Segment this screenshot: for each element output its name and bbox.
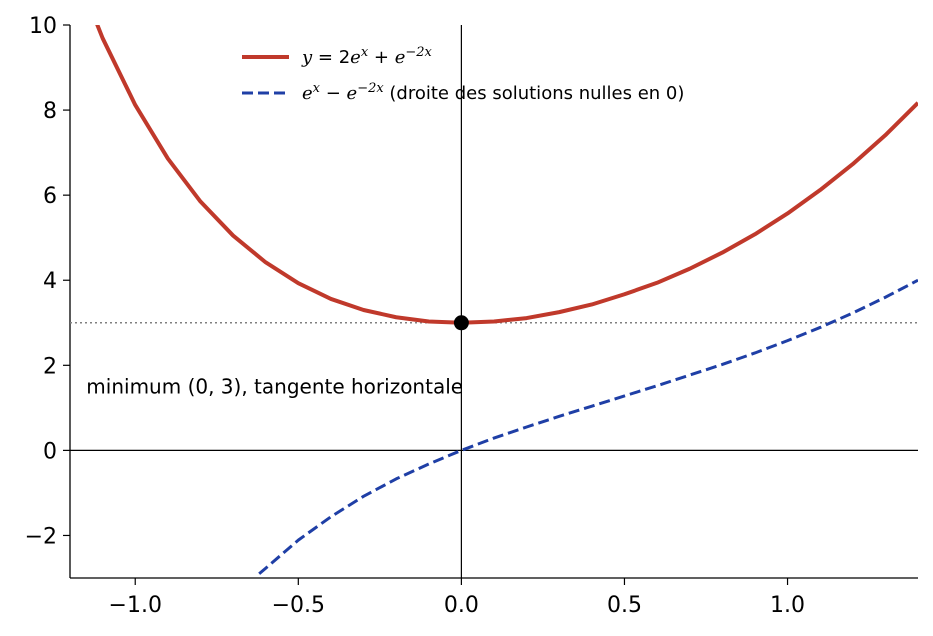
- legend: y = 2ex + e−2x ex − e−2x (droite des solu…: [242, 45, 684, 105]
- x-tick-label: 0.0: [444, 593, 479, 618]
- tick-layer: −1.0 −0.5 0.0 0.5 1.0 −2 0 2 4 6 8 10: [25, 14, 805, 618]
- y-tick-label: −2: [25, 524, 57, 549]
- x-tick-label: −1.0: [109, 593, 162, 618]
- legend-label-2: ex − e−2x (droite des solutions nulles e…: [302, 81, 684, 105]
- y-tick-label: 2: [43, 354, 57, 379]
- x-tick-label: 1.0: [770, 593, 805, 618]
- y-tick-label: 4: [43, 269, 57, 294]
- x-tick-label: 0.5: [607, 593, 642, 618]
- y-tick-label: 6: [43, 184, 57, 209]
- axes-layer: [69, 25, 918, 579]
- marker-layer: [453, 315, 469, 331]
- y-tick-label: 8: [43, 99, 57, 124]
- y-tick-label: 0: [43, 439, 57, 464]
- annotation-layer: minimum (0, 3), tangente horizontale: [86, 375, 463, 399]
- minimum-point-marker: [453, 315, 469, 331]
- annotation-text: minimum (0, 3), tangente horizontale: [86, 375, 463, 399]
- series-layer: [95, 25, 918, 575]
- series-line-1: [95, 25, 918, 325]
- series-line-2: [258, 278, 918, 575]
- y-tick-label: 10: [29, 14, 57, 39]
- x-tick-label: −0.5: [272, 593, 325, 618]
- legend-label-1: y = 2ex + e−2x: [301, 45, 433, 69]
